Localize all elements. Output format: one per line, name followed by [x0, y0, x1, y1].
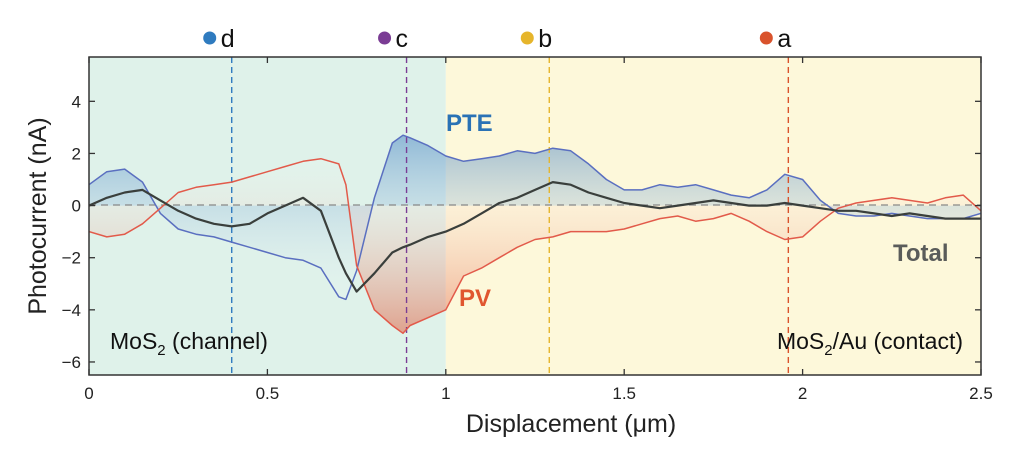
y-tick-label: 0 [72, 197, 81, 216]
y-tick-label: −6 [62, 353, 81, 372]
series-line-pv [89, 157, 981, 335]
y-axis-title: Photocurrent (nA) [24, 117, 52, 314]
series-label-total: Total [893, 240, 949, 267]
x-tick-label: 0.5 [256, 384, 280, 403]
marker-dot-a [759, 31, 773, 45]
marker-label-a: a [777, 25, 791, 53]
region-label-contact: MoS2/Au (contact) [777, 328, 963, 359]
y-tick-label: 2 [72, 144, 81, 163]
marker-dot-b [520, 31, 534, 45]
series-line-pte [89, 134, 981, 301]
x-tick-label: 0 [84, 384, 93, 403]
region-label-channel: MoS2 (channel) [110, 328, 268, 359]
x-tick-label: 1.5 [612, 384, 636, 403]
pv-fill [89, 158, 981, 334]
pte-fill [89, 135, 981, 300]
series-label-pte: PTE [446, 110, 493, 137]
y-tick-label: −2 [62, 249, 81, 268]
series-line-total [89, 181, 981, 293]
plot-frame [88, 56, 982, 376]
y-tick-label: −4 [62, 301, 81, 320]
marker-dot-d [203, 31, 217, 45]
series-lines [89, 134, 981, 335]
x-tick-label: 2.5 [969, 384, 993, 403]
axis-ticks: 0 0.5 1 1.5 2 2.5 −6 −4 −2 0 2 4 [62, 57, 993, 403]
marker-label-d: d [221, 25, 235, 53]
marker-label-b: b [538, 25, 552, 53]
series-label-pv: PV [459, 285, 491, 312]
marker-label-c: c [396, 25, 409, 53]
y-tick-label: 4 [72, 92, 81, 111]
x-tick-label: 1 [441, 384, 450, 403]
x-axis-title: Displacement (μm) [466, 410, 676, 438]
fill-areas [89, 135, 981, 334]
marker-dot-c [378, 31, 392, 45]
marker-lines [231, 57, 790, 375]
x-tick-label: 2 [798, 384, 807, 403]
